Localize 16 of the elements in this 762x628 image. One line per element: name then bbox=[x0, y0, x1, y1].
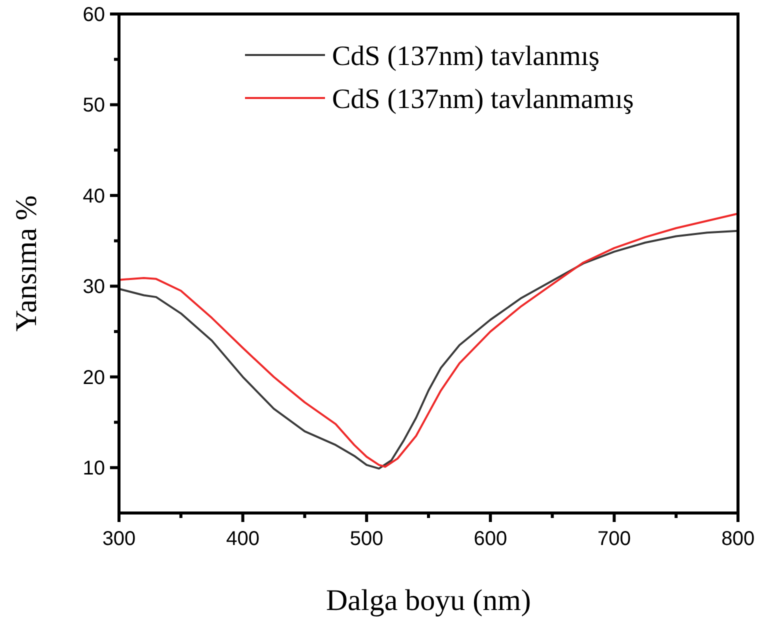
x-tick-label: 500 bbox=[350, 528, 384, 550]
x-tick-label: 400 bbox=[226, 528, 260, 550]
y-tick-label: 30 bbox=[82, 276, 105, 298]
y-tick-label: 60 bbox=[82, 4, 105, 26]
legend-label: CdS (137nm) tavlanmış bbox=[332, 40, 600, 72]
x-axis-title: Dalga boyu (nm) bbox=[326, 584, 531, 617]
x-tick-label: 300 bbox=[102, 528, 136, 550]
legend-label: CdS (137nm) tavlanmamış bbox=[332, 84, 634, 115]
y-axis-title: Yansıma % bbox=[10, 195, 43, 332]
x-tick-label: 700 bbox=[598, 528, 631, 550]
x-tick-label: 800 bbox=[721, 528, 755, 550]
x-tick-label: 600 bbox=[474, 528, 508, 550]
y-tick-label: 20 bbox=[82, 366, 105, 389]
y-tick-label: 40 bbox=[82, 185, 105, 208]
y-tick-label: 10 bbox=[82, 458, 105, 480]
y-tick-label: 50 bbox=[82, 94, 105, 117]
